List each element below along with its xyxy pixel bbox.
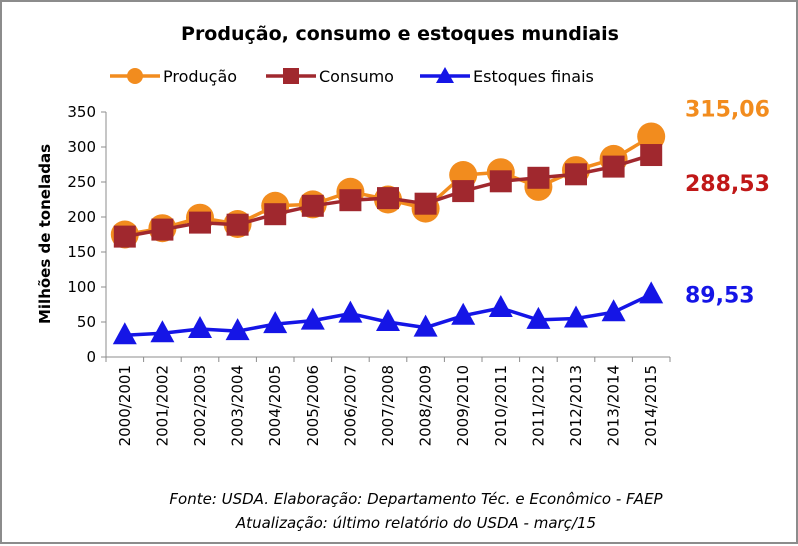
- footer-source: Fonte: USDA. Elaboração: Departamento Té…: [169, 490, 663, 508]
- legend-marker: [283, 68, 299, 84]
- data-point: [112, 322, 137, 345]
- data-point: [151, 218, 174, 241]
- legend-marker: [436, 67, 454, 83]
- x-tick-label: 2012/2013: [567, 365, 585, 446]
- data-point: [602, 155, 625, 178]
- data-point: [263, 311, 288, 334]
- x-tick-label: 2008/2009: [417, 365, 435, 446]
- data-point: [413, 314, 438, 337]
- x-tick-label: 2005/2006: [304, 365, 322, 446]
- legend-marker: [127, 68, 143, 84]
- series-group: [110, 122, 666, 345]
- data-point: [564, 305, 588, 328]
- x-tick-label: 2009/2010: [454, 365, 472, 446]
- data-point: [488, 295, 513, 317]
- legend-label: Consumo: [319, 67, 394, 86]
- end-labels: 315,06 288,53 89,53: [685, 97, 770, 308]
- data-point: [526, 306, 551, 329]
- x-tick-label: 2004/2005: [266, 365, 284, 446]
- y-tick-label: 300: [67, 138, 96, 156]
- data-point: [452, 180, 475, 203]
- data-point: [264, 203, 287, 226]
- legend-label: Estoques finais: [473, 67, 594, 86]
- x-tick-label: 2011/2012: [529, 365, 547, 446]
- x-tick-label: 2006/2007: [341, 365, 359, 446]
- y-tick-label: 100: [67, 278, 96, 296]
- data-point: [451, 302, 476, 325]
- data-point: [639, 281, 664, 304]
- data-point: [300, 307, 325, 330]
- x-tick-label: 2002/2003: [191, 365, 209, 446]
- data-point: [376, 309, 400, 331]
- data-point: [377, 187, 399, 210]
- y-tick-label: 50: [77, 313, 96, 331]
- y-tick-label: 200: [67, 208, 96, 226]
- x-tick-label: 2000/2001: [116, 365, 134, 446]
- legend-label: Produção: [163, 67, 237, 86]
- end-value-label: 315,06: [685, 97, 770, 122]
- data-point: [637, 122, 666, 151]
- y-tick-label: 0: [86, 348, 96, 366]
- series-1: [113, 144, 663, 248]
- data-point: [640, 144, 663, 167]
- x-tick-label: 2001/2002: [153, 365, 171, 446]
- y-tick-label: 250: [67, 173, 96, 191]
- legend-item: Produção: [110, 67, 237, 86]
- data-point: [414, 192, 437, 215]
- legend-item: Estoques finais: [420, 67, 594, 86]
- x-tick-label: 2013/2014: [605, 365, 623, 446]
- data-point: [189, 211, 211, 234]
- x-tick-label: 2014/2015: [642, 365, 660, 446]
- data-point: [225, 318, 250, 341]
- y-axis-label: Milhões de toneladas: [36, 144, 54, 324]
- data-point: [565, 163, 587, 186]
- legend: Produção Consumo Estoques finais: [110, 67, 594, 86]
- data-point: [226, 213, 249, 236]
- axes: 0 50 100 150 200 250 300 350 2000/2001 2001/2002 2…: [67, 103, 671, 446]
- data-point: [339, 189, 362, 212]
- end-value-label: 288,53: [685, 172, 770, 197]
- end-value-label: 89,53: [685, 283, 755, 308]
- x-tick-label: 2003/2004: [229, 365, 247, 446]
- series-2: [112, 281, 664, 345]
- x-tick-label: 2007/2008: [379, 365, 397, 446]
- footer-update: Atualização: último relatório do USDA - …: [235, 514, 596, 532]
- data-point: [527, 166, 550, 189]
- data-point: [489, 170, 512, 193]
- legend-item: Consumo: [266, 67, 394, 86]
- data-point: [601, 299, 626, 322]
- y-tick-label: 150: [67, 243, 96, 261]
- data-point: [113, 225, 136, 248]
- y-tick-label: 350: [67, 103, 96, 121]
- data-point: [338, 300, 363, 323]
- data-point: [150, 320, 175, 343]
- data-point: [188, 316, 212, 338]
- chart-title: Produção, consumo e estoques mundiais: [181, 23, 619, 45]
- x-tick-label: 2010/2011: [492, 365, 510, 446]
- data-point: [301, 194, 324, 217]
